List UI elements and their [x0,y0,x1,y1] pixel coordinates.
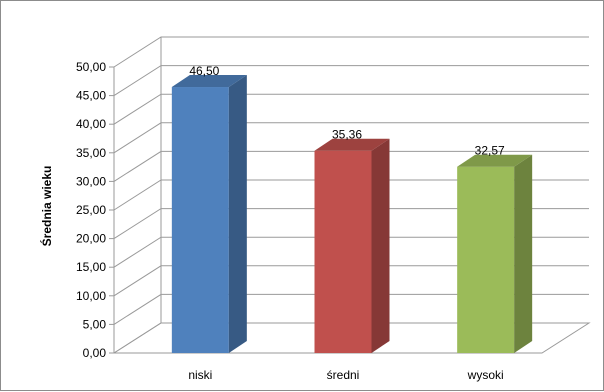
gridline [113,265,589,297]
grid-layer [112,36,591,354]
gridline [113,236,589,268]
y-tick-label: 15,00 [76,260,106,274]
bar-side [371,138,390,353]
gridline [113,208,589,240]
axis-layer [109,66,115,354]
y-tick-label: 25,00 [76,203,106,217]
bar-layer [171,75,533,354]
y-tick-label: 50,00 [76,60,106,74]
bar-side [514,154,533,353]
x-tick-label: niski [188,368,212,382]
bar-top [171,75,247,88]
y-tick-label: 35,00 [76,146,106,160]
y-tick-label: 5,00 [83,317,107,331]
y-tick-label: 0,00 [83,346,107,360]
bar-niski [171,75,247,354]
x-tick-label: wysoki [467,368,504,382]
y-tick-label: 10,00 [76,289,106,303]
data-label: 46,50 [189,64,219,78]
bar-średni [314,138,390,353]
bar-front [171,87,229,354]
y-tick-label: 30,00 [76,174,106,188]
bar-front [314,150,372,353]
y-tick-label: 45,00 [76,89,106,103]
chart-floor [112,322,591,354]
gridline [113,293,589,325]
bar-front [457,166,515,353]
data-label: 32,57 [475,144,505,158]
bar-side [228,75,247,354]
y-axis-title: Średnia wieku [39,166,54,247]
gridline [113,36,589,68]
y-tick-label: 40,00 [76,117,106,131]
bar-top [314,138,390,151]
y-tick-label: 20,00 [76,232,106,246]
label-layer: 0,00 5,00 10,00 15,00 20,00 25,00 30,00 35,00 40… [76,60,505,382]
gridline [113,150,589,182]
x-tick-label: średni [327,368,360,382]
bar-top [457,154,533,167]
data-label: 35,36 [332,128,362,142]
gridline [113,179,589,211]
bar-wysoki [457,154,533,353]
gridline [113,93,589,125]
gridline [113,122,589,154]
gridline [113,65,589,97]
